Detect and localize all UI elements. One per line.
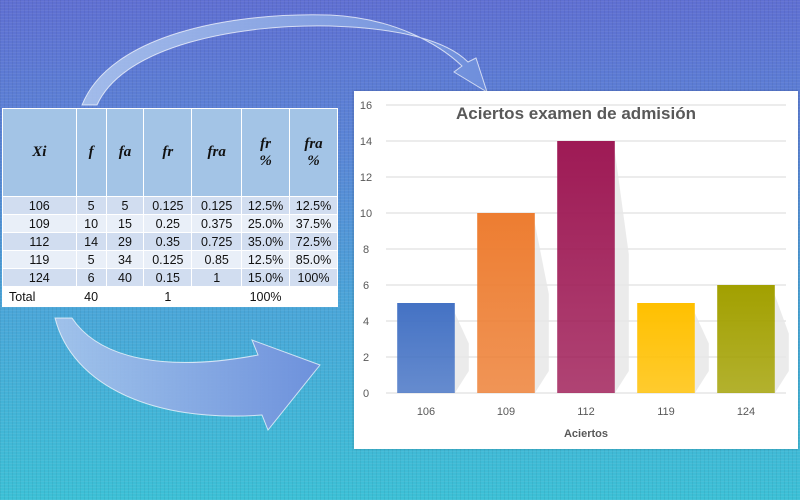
table-cell: 15.0% [241,268,291,287]
table-cell: Total [2,286,77,307]
table-cell: 1 [143,286,193,307]
y-tick-label: 8 [363,244,369,256]
table-cell [191,286,243,307]
table-cell: 109 [2,214,77,233]
table-cell: 25.0% [241,214,291,233]
table-cell: 5 [75,196,107,215]
table-cell: 85.0% [289,250,338,269]
table-cell: 12.5% [241,250,291,269]
table-total-row: Total 40 1 100% [2,286,338,307]
table-cell: 0.375 [191,214,243,233]
chart-title: Aciertos examen de admisión [456,104,696,123]
y-tick-label: 0 [363,388,369,400]
bar-shadow [534,223,549,393]
table-cell: 40 [105,268,145,287]
frequency-table: Xi f fa fr fra fr % fra % 106 5 5 0.125 … [2,108,338,307]
table-cell [289,286,338,307]
x-tick-label: 109 [497,406,515,418]
bar-shadow [614,151,629,393]
table-cell: 106 [2,196,77,215]
x-tick-label: 112 [577,406,595,418]
header-f: f [75,108,107,197]
bar-106 [397,303,455,393]
table-cell: 0.85 [191,250,243,269]
table-cell: 29 [105,232,145,251]
x-tick-label: 106 [417,406,435,418]
bar-109 [477,213,535,393]
bar-chart: Aciertos examen de admisión 0 2 4 6 8 10 12 14 1… [360,100,789,440]
table-cell: 0.125 [191,196,243,215]
table-cell: 15 [105,214,145,233]
bar-112 [557,141,615,393]
x-axis-title: Aciertos [564,428,608,440]
table-cell: 0.725 [191,232,243,251]
table-cell: 100% [241,286,291,307]
header-fra: fra [191,108,243,197]
table-cell: 12.5% [289,196,338,215]
table-cell: 100% [289,268,338,287]
bar-shadow [454,313,469,393]
table-cell: 6 [75,268,107,287]
y-tick-label: 12 [360,172,372,184]
header-fa: fa [105,108,145,197]
bars [397,141,775,393]
table-cell: 10 [75,214,107,233]
header-fr-percent: fr % [241,108,291,197]
table-cell: 0.125 [143,250,193,269]
table-row: 106 5 5 0.125 0.125 12.5% 12.5% [2,196,338,215]
bar-124 [717,285,775,393]
table-cell: 12.5% [241,196,291,215]
table-cell: 124 [2,268,77,287]
header-fr: fr [143,108,193,197]
table-cell: 0.15 [143,268,193,287]
x-tick-label: 119 [657,406,675,418]
y-tick-label: 14 [360,136,372,148]
table-row: 109 10 15 0.25 0.375 25.0% 37.5% [2,214,338,233]
bottom-curved-arrow [54,317,321,431]
table-cell: 5 [75,250,107,269]
bar-shadow [694,313,709,393]
table-cell: 14 [75,232,107,251]
table-cell: 37.5% [289,214,338,233]
table-row: 124 6 40 0.15 1 15.0% 100% [2,268,338,287]
table-row: 112 14 29 0.35 0.725 35.0% 72.5% [2,232,338,251]
header-xi: Xi [2,108,77,197]
y-axis-ticks: 0 2 4 6 8 10 12 14 16 [360,100,372,400]
table-cell: 112 [2,232,77,251]
y-tick-label: 10 [360,208,372,220]
y-tick-label: 4 [363,316,369,328]
table-cell: 40 [75,286,107,307]
bar-119 [637,303,695,393]
table-cell: 5 [105,196,145,215]
table-row: 119 5 34 0.125 0.85 12.5% 85.0% [2,250,338,269]
y-tick-label: 2 [363,352,369,364]
bar-shadows [454,151,789,393]
chart-panel: Aciertos examen de admisión 0 2 4 6 8 10 12 14 1… [354,91,798,449]
x-tick-label: 124 [737,406,755,418]
table-cell: 1 [191,268,243,287]
table-cell: 35.0% [241,232,291,251]
table-cell [105,286,145,307]
bar-shadow [774,295,789,393]
x-axis-ticks: 106 109 112 119 124 [417,406,755,418]
table-cell: 34 [105,250,145,269]
table-cell: 0.125 [143,196,193,215]
table-cell: 0.25 [143,214,193,233]
y-tick-label: 6 [363,280,369,292]
y-tick-label: 16 [360,100,372,112]
table-header-row: Xi f fa fr fra fr % fra % [2,108,338,197]
header-fra-percent: fra % [289,108,338,197]
table-cell: 0.35 [143,232,193,251]
table-cell: 119 [2,250,77,269]
table-cell: 72.5% [289,232,338,251]
